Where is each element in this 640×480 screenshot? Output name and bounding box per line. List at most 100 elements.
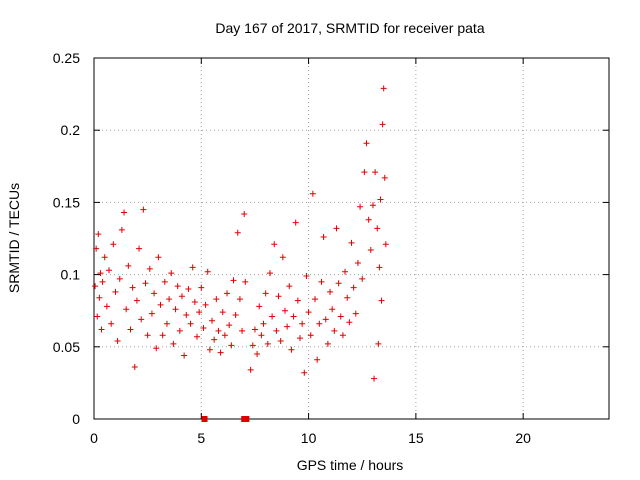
data-point — [277, 338, 284, 345]
data-point — [125, 262, 132, 269]
data-point — [178, 293, 185, 300]
data-point — [206, 346, 213, 353]
data-point — [348, 239, 355, 246]
data-point — [217, 349, 224, 356]
data-point — [219, 309, 226, 316]
data-point — [157, 301, 164, 308]
plot-frame — [93, 57, 610, 420]
data-point — [110, 241, 117, 248]
data-point — [92, 283, 99, 290]
data-point — [151, 290, 158, 297]
data-point — [269, 313, 276, 320]
data-point — [378, 297, 385, 304]
data-points — [92, 85, 389, 422]
data-point — [99, 278, 106, 285]
data-point — [97, 270, 104, 277]
data-point — [290, 313, 297, 320]
data-point — [346, 319, 353, 326]
data-point — [247, 366, 254, 373]
data-point — [275, 293, 282, 300]
data-point — [172, 306, 179, 313]
x-axis-label: GPS time / hours — [297, 457, 404, 473]
data-point — [226, 322, 233, 329]
data-point — [382, 241, 389, 248]
data-point — [131, 364, 138, 371]
data-point — [148, 310, 155, 317]
data-point — [301, 369, 308, 376]
data-point — [320, 234, 327, 241]
data-point — [365, 216, 372, 223]
data-point — [121, 209, 128, 216]
data-point — [379, 121, 386, 128]
data-point — [361, 169, 368, 176]
data-point — [163, 320, 170, 327]
data-point — [133, 297, 140, 304]
data-point — [251, 326, 258, 333]
data-point — [371, 375, 378, 382]
x-tick-label: 15 — [408, 430, 424, 446]
data-point — [224, 290, 231, 297]
data-point — [95, 231, 102, 238]
grid — [94, 58, 609, 419]
data-point — [335, 280, 342, 287]
data-point — [112, 288, 119, 295]
data-point — [284, 323, 291, 330]
data-point — [262, 290, 269, 297]
data-point — [281, 307, 288, 314]
x-tick-label: 0 — [90, 430, 98, 446]
x-tick-label: 20 — [515, 430, 531, 446]
data-point — [127, 326, 134, 333]
y-tick-label: 0.05 — [53, 339, 80, 355]
data-point — [312, 296, 319, 303]
data-point — [168, 270, 175, 277]
data-point — [118, 226, 125, 233]
data-point — [96, 294, 103, 301]
data-point — [198, 284, 205, 291]
y-tick-label: 0.15 — [53, 194, 80, 210]
y-tick-label: 0.1 — [61, 267, 81, 283]
data-point — [174, 283, 181, 290]
data-point — [352, 310, 359, 317]
data-point-marker — [201, 416, 208, 422]
data-point — [354, 260, 361, 267]
data-point — [350, 284, 357, 291]
data-point — [258, 332, 265, 339]
data-point — [249, 342, 256, 349]
data-point — [260, 320, 267, 327]
data-point — [103, 303, 110, 310]
data-point — [138, 316, 145, 323]
data-point — [271, 241, 278, 248]
data-point — [159, 332, 166, 339]
data-point — [372, 169, 379, 176]
data-point — [273, 327, 280, 334]
data-point — [254, 351, 261, 358]
data-point — [176, 327, 183, 334]
data-point — [327, 288, 334, 295]
data-point — [286, 283, 293, 290]
data-point — [381, 174, 388, 181]
data-point — [142, 280, 149, 287]
data-point — [185, 286, 192, 293]
data-point — [230, 277, 237, 284]
data-point — [221, 332, 228, 339]
data-point — [376, 264, 383, 271]
data-point — [322, 316, 329, 323]
data-point — [106, 267, 113, 274]
data-point — [357, 203, 364, 210]
data-point — [380, 85, 387, 92]
data-point — [342, 268, 349, 275]
data-point — [279, 254, 286, 261]
data-point — [181, 352, 188, 359]
data-point — [202, 301, 209, 308]
data-point — [288, 346, 295, 353]
data-point-marker — [243, 416, 250, 422]
data-point — [101, 254, 108, 261]
data-point — [367, 247, 374, 254]
ticks: 0 5 10 15 20 0 0.05 0.1 0.15 0.2 0.25 — [53, 50, 609, 446]
chart-title: Day 167 of 2017, SRMTID for receiver pat… — [215, 20, 484, 36]
data-point — [241, 210, 248, 217]
data-point — [140, 206, 147, 213]
data-point — [129, 284, 136, 291]
data-point — [377, 196, 384, 203]
